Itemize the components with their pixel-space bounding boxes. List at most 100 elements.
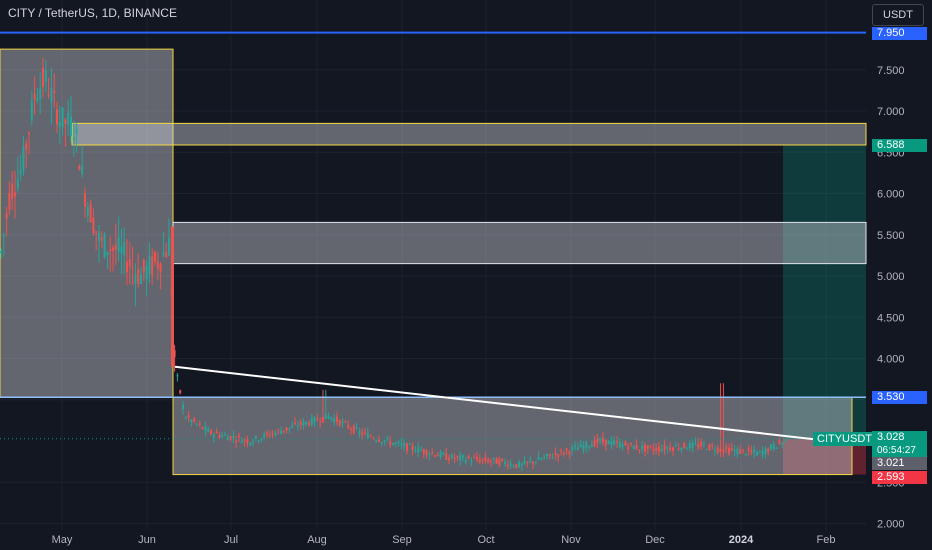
candle-body [330,417,333,419]
candle-body [529,460,532,462]
candle-body [571,447,574,450]
time-axis[interactable]: May Jun Jul Aug Sep Oct Nov Dec 2024 Feb [52,534,836,546]
candle-body [621,444,624,448]
zone-mid-supply [172,221,867,265]
candle-body [313,417,316,423]
candle-body [226,436,229,441]
candle-body [221,435,224,438]
candle-body [369,436,372,438]
last-price-tag: 3.028 [872,431,927,444]
time-axis-tick: Sep [392,534,412,546]
candle-body [646,445,649,450]
candle-body [19,170,22,174]
candle-body [238,436,240,438]
candle-body [543,457,546,459]
candle-body [131,266,134,269]
candle-body [126,261,128,273]
candle-body [618,442,621,448]
candle-body [677,448,680,450]
candle-body [750,451,753,453]
trendline [174,365,867,447]
candle-body [86,206,89,216]
candle-body [25,143,28,150]
candle-body [459,455,462,461]
candle-body [53,90,56,93]
currency-button[interactable]: USDT [872,4,924,26]
candle-body [243,438,246,441]
candle-body [114,244,117,250]
candle-body [120,247,123,254]
candle-body [450,454,453,459]
candle-body [557,454,560,458]
candle-body [291,425,294,428]
candle-body [758,451,761,453]
candle-body [674,445,677,447]
candle-body [350,428,352,430]
candle-body [607,440,610,445]
candle-body [392,443,394,445]
candle-body [739,449,742,454]
candle-body [756,451,758,456]
time-axis-tick: Feb [817,534,836,546]
candle-body [641,445,644,450]
candle-body [319,421,322,423]
candle-body [733,449,736,452]
candle-body [207,428,210,432]
candle-body [151,256,154,276]
candle-body [201,427,204,429]
candle-body [70,116,72,137]
candle-body [11,183,14,199]
candle-body [324,413,327,419]
price-axis-tick: 5.000 [877,271,905,283]
candle-body [383,440,386,442]
candle-body [100,237,103,240]
zone-upper-supply [71,122,867,146]
candle-body [204,426,207,431]
candle-body [506,464,509,467]
candle-body [95,231,98,233]
candle-body [140,274,142,284]
candle-body [338,420,341,426]
candle-body [736,448,739,455]
candle-body [501,458,504,461]
candle-body [434,455,436,457]
candle-body [296,426,299,428]
candle-body [658,446,660,452]
candle-body [716,447,719,453]
candle-body [44,70,47,82]
candle-body [254,435,257,439]
candle-body [341,421,344,424]
chart-title: CITY / TetherUS, 1D, BINANCE [8,6,177,20]
candle-body [179,390,182,394]
candle-body [159,263,162,273]
candle-body [47,94,50,96]
candle-body [744,453,747,455]
candle-body [428,453,431,456]
candle-body [271,432,274,435]
candle-body [210,430,212,435]
candle-body [778,440,781,444]
candle-body [711,445,714,447]
candle-body [386,437,389,439]
candle-body [534,461,537,463]
candle-body [680,447,683,451]
candle-body [478,459,481,463]
candle-body [719,448,722,452]
candle-body [171,226,174,367]
candle-body [523,460,526,465]
candle-body [683,442,686,449]
candle-body [742,449,744,451]
time-axis-tick: 2024 [729,534,754,546]
candle-body [784,439,786,441]
candle-body [67,113,70,126]
time-axis-tick: Jul [224,534,238,546]
candle-body [761,451,764,456]
candle-body [565,448,568,451]
price-axis-tick: 5.500 [877,230,905,242]
candle-body [280,431,282,434]
overlay-layer [0,31,867,447]
candle-body [442,453,445,455]
candle-body [224,434,226,436]
candle-body [728,448,730,454]
